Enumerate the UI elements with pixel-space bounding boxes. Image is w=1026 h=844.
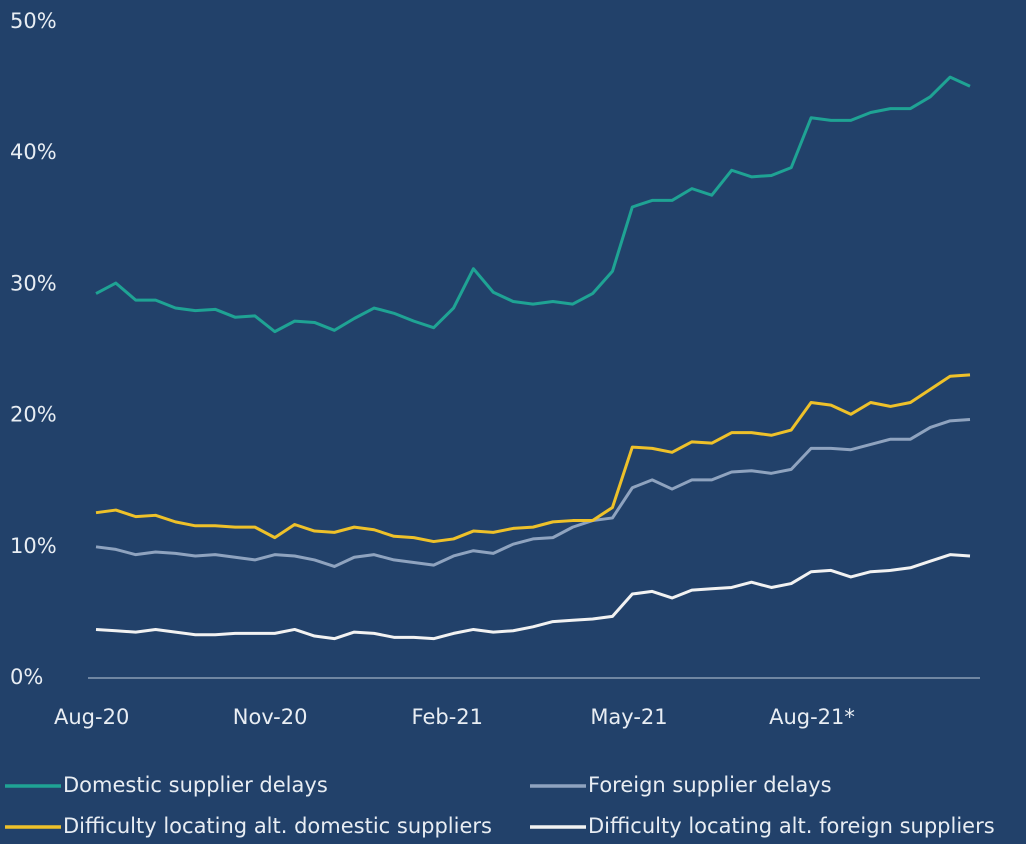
y-tick-label: 0% [10,665,43,689]
series-line [95,418,971,568]
x-tick-label: Nov-20 [233,705,308,729]
y-tick-label: 10% [10,534,57,558]
y-tick-label: 50% [10,9,57,33]
y-tick-label: 30% [10,271,57,295]
y-tick-label: 40% [10,140,57,164]
x-tick-label: Aug-20 [54,705,129,729]
series-line [95,553,971,641]
y-tick-label: 20% [10,403,57,427]
series-line [95,75,971,334]
legend-label: Foreign supplier delays [588,773,832,797]
legend-label: Domestic supplier delays [63,773,328,797]
x-tick-label: Aug-21* [769,705,855,729]
legend-label: Difficulty locating alt. domestic suppli… [63,814,492,838]
x-tick-label: May-21 [590,705,667,729]
legend-label: Difficulty locating alt. foreign supplie… [588,814,995,838]
series-line [95,373,971,544]
x-tick-label: Feb-21 [412,705,483,729]
